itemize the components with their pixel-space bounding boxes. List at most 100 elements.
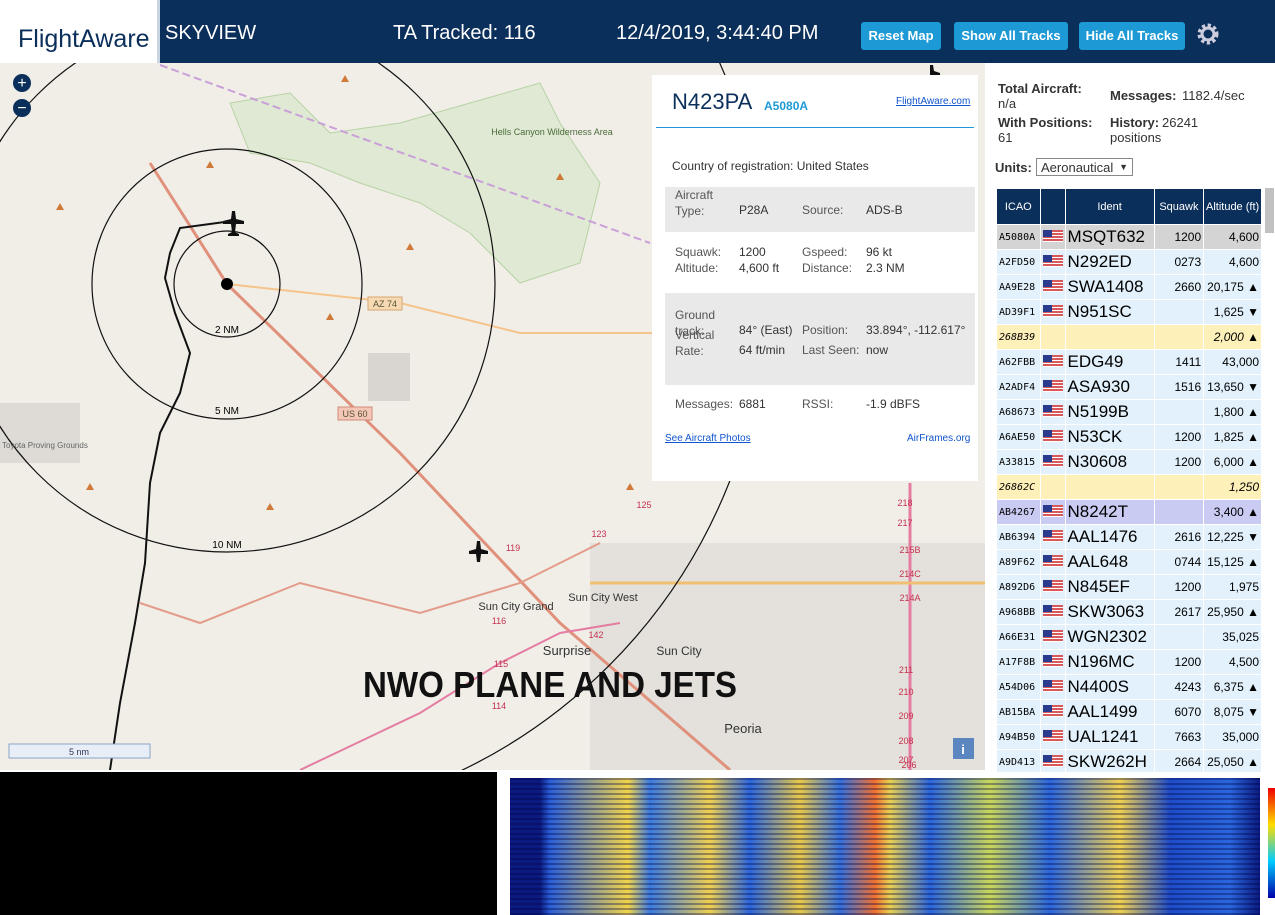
aircraft-row[interactable]: AB6394 AAL1476 2616 12,225 ▼ <box>996 524 1262 550</box>
units-select[interactable]: Aeronautical ▼ <box>1036 158 1133 176</box>
icao-cell: A33815 <box>996 449 1041 475</box>
flag-cell <box>1039 499 1066 525</box>
flag-icon <box>1042 579 1063 592</box>
tracked-count: TA Tracked: 116 <box>393 22 536 44</box>
flag-icon <box>1042 554 1063 567</box>
field-value: P28A <box>739 203 769 217</box>
aircraft-row[interactable]: AB4267 N8242T 3,400 ▲ <box>996 499 1262 525</box>
field-value: 6881 <box>739 397 766 411</box>
altitude-cell: 20,175 ▲ <box>1203 274 1262 300</box>
squawk-cell: 4243 <box>1153 674 1205 700</box>
aircraft-row[interactable]: A62FBB EDG49 1411 43,000 <box>996 349 1262 375</box>
altitude-cell: 1,800 ▲ <box>1203 399 1262 425</box>
ident-cell: EDG49 <box>1064 349 1155 375</box>
settings-gear[interactable] <box>1196 22 1220 46</box>
place-label: Sun City <box>656 644 701 658</box>
field-value: 1200 <box>739 245 766 259</box>
highway-label: US 60 <box>342 409 367 419</box>
flag-icon <box>1042 454 1063 467</box>
aircraft-row[interactable]: A968BB SKW3063 2617 25,950 ▲ <box>996 599 1262 625</box>
aircraft-row[interactable]: AB15BA AAL1499 6070 8,075 ▼ <box>996 699 1262 725</box>
squawk-cell <box>1153 474 1205 500</box>
ident-cell: N8242T <box>1064 499 1155 525</box>
altitude-cell: 3,400 ▲ <box>1203 499 1262 525</box>
flag-cell <box>1039 574 1066 600</box>
aircraft-row[interactable]: AD39F1 N951SC 1,625 ▼ <box>996 299 1262 325</box>
logo[interactable]: FlightAware <box>0 0 160 63</box>
hide-tracks-button[interactable]: Hide All Tracks <box>1079 22 1185 50</box>
aircraft-row[interactable]: A94B50 UAL1241 7663 35,000 <box>996 724 1262 750</box>
ring-label: 5 NM <box>215 406 239 417</box>
flag-icon <box>1042 704 1063 717</box>
reset-map-button[interactable]: Reset Map <box>861 22 941 50</box>
aircraft-row[interactable]: A66E31 WGN2302 35,025 <box>996 624 1262 650</box>
aircraft-row[interactable]: A2FD50 N292ED 0273 4,600 <box>996 249 1262 275</box>
altitude-cell: 35,000 <box>1203 724 1262 750</box>
squawk-cell <box>1153 324 1205 350</box>
aircraft-row[interactable]: AA9E28 SWA1408 2660 20,175 ▲ <box>996 274 1262 300</box>
squawk-cell: 2664 <box>1153 749 1205 775</box>
icao-cell: A9D413 <box>996 749 1041 775</box>
altitude-cell: 6,375 ▲ <box>1203 674 1262 700</box>
field-label: RSSI: <box>802 397 834 411</box>
route-label: 119 <box>506 543 520 553</box>
ring-label: 2 NM <box>215 325 239 336</box>
callsign: N423PA <box>672 89 753 114</box>
aircraft-row[interactable]: A33815 N30608 1200 6,000 ▲ <box>996 449 1262 475</box>
aircraft-row[interactable]: A6AE50 N53CK 1200 1,825 ▲ <box>996 424 1262 450</box>
aircraft-row[interactable]: A89F62 AAL648 0744 15,125 ▲ <box>996 549 1262 575</box>
flag-cell <box>1039 524 1066 550</box>
aircraft-row[interactable]: A9D413 SKW262H 2664 25,050 ▲ <box>996 749 1262 775</box>
place-label: Toyota Proving Grounds <box>2 441 88 450</box>
aircraft-row[interactable]: A892D6 N845EF 1200 1,975 <box>996 574 1262 600</box>
info-button[interactable]: i <box>961 742 965 757</box>
aircraft-row[interactable]: 26862C 1,250 <box>996 474 1262 500</box>
field-value: 2.3 NM <box>866 261 905 275</box>
area-label: Hells Canyon Wilderness Area <box>491 127 613 137</box>
aircraft-row[interactable]: A2ADF4 ASA930 1516 13,650 ▼ <box>996 374 1262 400</box>
field-value: now <box>866 343 889 357</box>
squawk-cell: 2617 <box>1153 599 1205 625</box>
show-tracks-button[interactable]: Show All Tracks <box>954 22 1068 50</box>
flag-cell <box>1039 699 1066 725</box>
zoom-out[interactable]: − <box>17 100 26 117</box>
zoom-in[interactable]: + <box>17 75 26 92</box>
column-header: ICAO <box>996 188 1041 225</box>
ident-cell: AAL1499 <box>1064 699 1155 725</box>
altitude-cell: 1,250 <box>1203 474 1262 500</box>
squawk-cell <box>1153 624 1205 650</box>
field-label: Altitude: <box>675 261 719 275</box>
flag-cell <box>1039 549 1066 575</box>
flag-icon <box>1042 279 1063 292</box>
altitude-cell: 6,000 ▲ <box>1203 449 1262 475</box>
flag-icon <box>1042 404 1063 417</box>
flag-cell <box>1039 374 1066 400</box>
aircraft-row[interactable]: A17F8B N196MC 1200 4,500 <box>996 649 1262 675</box>
ident-cell: N53CK <box>1064 424 1155 450</box>
aircraft-row[interactable]: A68673 N5199B 1,800 ▲ <box>996 399 1262 425</box>
route-label: 214C <box>899 569 921 579</box>
squawk-cell: 1200 <box>1153 424 1205 450</box>
highway-label: AZ 74 <box>373 299 397 309</box>
icao-cell: A2ADF4 <box>996 374 1041 400</box>
flightaware-link[interactable]: FlightAware.com <box>896 96 971 107</box>
altitude-cell: 1,975 <box>1203 574 1262 600</box>
aircraft-row[interactable]: A54D06 N4400S 4243 6,375 ▲ <box>996 674 1262 700</box>
ident-cell: N951SC <box>1064 299 1155 325</box>
flag-icon <box>1042 629 1063 642</box>
flag-cell <box>1039 399 1066 425</box>
altitude-cell: 43,000 <box>1203 349 1262 375</box>
units-value: Aeronautical <box>1041 160 1114 175</box>
altitude-cell: 13,650 ▼ <box>1203 374 1262 400</box>
field-label: Squawk: <box>675 245 722 259</box>
column-header: Altitude (ft) <box>1203 188 1262 225</box>
units-label: Units: <box>995 160 1032 175</box>
field-value: 33.894°, -112.617° <box>866 323 966 337</box>
photos-link[interactable]: See Aircraft Photos <box>665 433 751 444</box>
airframes-link[interactable]: AirFrames.org <box>907 433 971 444</box>
aircraft-row[interactable]: 268B39 2,000 ▲ <box>996 324 1262 350</box>
stat-value: 1182.4/sec <box>1182 88 1245 103</box>
aircraft-row[interactable]: A5080A MSQT632 1200 4,600 <box>996 224 1262 250</box>
route-label: 116 <box>492 616 506 626</box>
icao-cell: AB6394 <box>996 524 1041 550</box>
